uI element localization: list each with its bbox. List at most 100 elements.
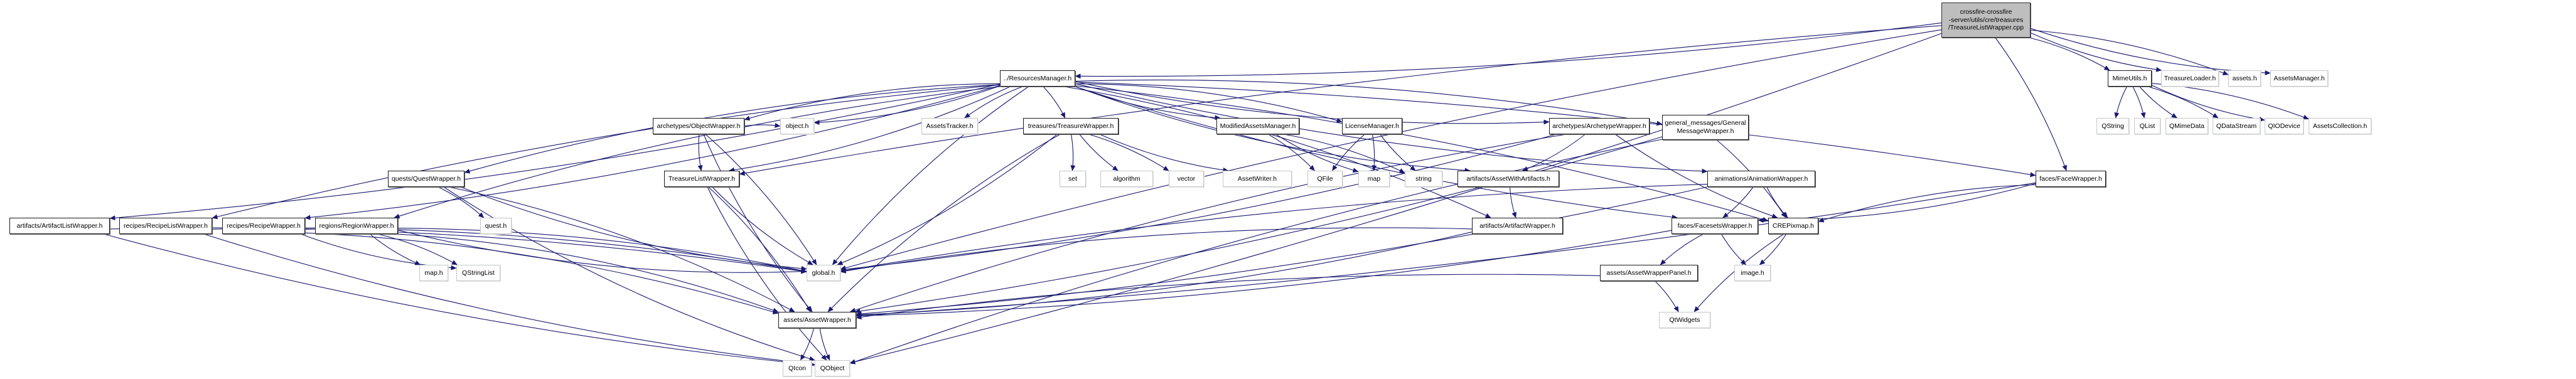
- edge-mime_utils-qlist: [2132, 86, 2146, 119]
- graph-node-recipe_list_wrapper[interactable]: recipes/RecipeListWrapper.h: [119, 218, 212, 234]
- graph-node-root: crossfire-crossfire -server/utils/cre/tre…: [1941, 3, 2031, 38]
- edge-root-global_h: [840, 29, 1942, 270]
- edge-root-mime_utils: [2029, 37, 2110, 71]
- graph-node-assets_manager: AssetsManager.h: [2270, 70, 2328, 87]
- edge-object_wrapper-treasure_list_wrapper_h: [697, 134, 703, 171]
- graph-node-qlist: QList: [2134, 118, 2160, 134]
- graph-node-label: QStringList: [462, 269, 495, 277]
- graph-node-label: QIODevice: [2268, 122, 2300, 130]
- edge-resources_manager-face_wrapper: [1075, 82, 2036, 178]
- graph-node-label: QFile: [1317, 174, 1333, 183]
- graph-node-label: AssetsCollection.h: [2312, 122, 2368, 130]
- graph-node-archetype_wrapper[interactable]: archetypes/ArchetypeWrapper.h: [1549, 118, 1650, 134]
- edge-object_wrapper-global_h: [705, 134, 817, 265]
- edge-license_manager-map: [1371, 134, 1377, 171]
- edge-general_message_wrapper-qobject: [849, 139, 1663, 365]
- edge-animation_wrapper-crepixmap: [1766, 186, 1788, 218]
- graph-node-object_wrapper[interactable]: archetypes/ObjectWrapper.h: [653, 118, 744, 134]
- graph-node-label: assets/AssetWrapper.h: [783, 316, 851, 324]
- graph-node-treasure_list_wrapper_h[interactable]: TreasureListWrapper.h: [664, 171, 739, 187]
- graph-node-label: artifacts/AssetWithArtifacts.h: [1466, 174, 1550, 183]
- graph-node-asset_wrapper_panel[interactable]: assets/AssetWrapperPanel.h: [1600, 265, 1698, 281]
- edge-treasure_wrapper-global_h: [837, 134, 1058, 265]
- graph-node-label: crossfire-crossfire: [1960, 8, 2012, 16]
- graph-node-label: -server/utils/cre/treasures: [1948, 16, 2024, 24]
- graph-node-face_wrapper[interactable]: faces/FaceWrapper.h: [2036, 171, 2106, 187]
- edge-object_wrapper-asset_wrapper: [703, 134, 813, 312]
- graph-node-recipe_wrapper[interactable]: recipes/RecipeWrapper.h: [222, 218, 305, 234]
- graph-node-mime_utils[interactable]: MimeUtils.h: [2108, 70, 2152, 87]
- graph-node-label: general_messages/General: [1665, 119, 1746, 127]
- edge-modified_assets_manager-qfile: [1268, 134, 1315, 171]
- graph-node-label: faces/FaceWrapper.h: [2039, 174, 2102, 183]
- graph-node-assets_tracker: AssetsTracker.h: [921, 118, 978, 134]
- edge-region_wrapper-map_h: [369, 233, 421, 265]
- edge-resources_manager-archetype_wrapper: [1075, 81, 1550, 125]
- graph-node-label: archetypes/ArchetypeWrapper.h: [1552, 122, 1646, 130]
- graph-node-label: AssetsManager.h: [2273, 74, 2325, 82]
- graph-node-label: assets.h: [2232, 74, 2257, 82]
- edge-treasure_wrapper-asset_writer: [1099, 134, 1229, 173]
- graph-node-label: assets/AssetWrapperPanel.h: [1606, 269, 1692, 277]
- graph-node-crepixmap[interactable]: CREPixmap.h: [1768, 218, 1818, 234]
- edge-artifact_wrapper-global_h: [840, 227, 1473, 274]
- edge-region_wrapper-global_h: [397, 230, 807, 274]
- graph-node-license_manager[interactable]: LicenseManager.h: [1342, 118, 1402, 134]
- graph-node-label: quest.h: [485, 222, 507, 230]
- edge-crepixmap-image_h: [1759, 233, 1787, 265]
- edge-recipe_list_wrapper-qobject: [203, 233, 815, 367]
- edge-recipe_wrapper-qstringlist: [301, 233, 457, 270]
- edge-recipe_wrapper-asset_wrapper: [304, 232, 779, 314]
- graph-node-label: artifacts/ArtifactWrapper.h: [1479, 222, 1555, 230]
- graph-node-label: CREPixmap.h: [1773, 222, 1814, 230]
- graph-node-label: /TreasureListWrapper.cpp: [1948, 24, 2024, 32]
- edge-asset_wrapper_panel-asset_wrapper: [856, 274, 1601, 320]
- graph-node-region_wrapper[interactable]: regions/RegionWrapper.h: [315, 218, 398, 234]
- graph-node-animation_wrapper[interactable]: animations/AnimationWrapper.h: [1707, 171, 1815, 187]
- edge-root-assets_h: [2030, 29, 2229, 75]
- graph-node-facesets_wrapper[interactable]: faces/FacesetsWrapper.h: [1672, 218, 1758, 234]
- graph-node-label: ../ResourcesManager.h: [1003, 74, 1072, 82]
- edge-treasure_list_wrapper_h-asset_wrapper: [708, 186, 811, 312]
- graph-node-label: QDataStream: [2216, 122, 2257, 130]
- edge-region_wrapper-asset_wrapper: [396, 233, 779, 313]
- edge-quest_wrapper-quest_h: [437, 186, 485, 218]
- graph-node-label: recipes/RecipeListWrapper.h: [123, 222, 208, 230]
- edge-archetype_wrapper-crepixmap: [1614, 134, 1778, 218]
- edge-object_wrapper-object_h: [744, 122, 781, 128]
- edge-region_wrapper-qstringlist: [377, 233, 458, 265]
- graph-node-map: map: [1358, 171, 1390, 187]
- graph-node-artifact_list_wrapper[interactable]: artifacts/ArtifactListWrapper.h: [9, 218, 110, 234]
- edge-resources_manager-animation_wrapper: [1075, 83, 1708, 174]
- edge-asset_wrapper_panel-qtwidgets: [1655, 280, 1679, 312]
- edge-root-resources_manager: [1075, 22, 1942, 79]
- graph-node-treasure_wrapper[interactable]: treasures/TreasureWrapper.h: [1023, 118, 1119, 134]
- edge-animation_wrapper-global_h: [840, 184, 1708, 273]
- graph-node-resources_manager[interactable]: ../ResourcesManager.h: [1000, 70, 1075, 87]
- edge-mime_utils-qstring: [2114, 86, 2127, 119]
- graph-node-general_message_wrapper[interactable]: general_messages/General MessageWrapper.h: [1662, 115, 1749, 140]
- graph-node-quest_wrapper[interactable]: quests/QuestWrapper.h: [388, 171, 464, 187]
- edge-resources_manager-artifact_list_wrapper: [109, 83, 1001, 221]
- graph-node-label: artifacts/ArtifactListWrapper.h: [16, 222, 103, 230]
- graph-node-artifact_wrapper[interactable]: artifacts/ArtifactWrapper.h: [1472, 218, 1563, 234]
- edge-resources_manager-global_h: [832, 86, 1029, 265]
- edge-animation_wrapper-asset_wrapper: [856, 186, 1708, 317]
- edge-resources_manager-object_h: [813, 85, 1001, 125]
- graph-node-asset_wrapper[interactable]: assets/AssetWrapper.h: [778, 312, 856, 328]
- edge-mime_utils-qiodevice: [2151, 85, 2265, 122]
- graph-node-assets_collection: AssetsCollection.h: [2309, 118, 2371, 134]
- graph-node-label: MimeUtils.h: [2112, 74, 2147, 82]
- edge-license_manager-string: [1380, 134, 1416, 171]
- graph-node-qstringlist: QStringList: [456, 265, 500, 281]
- graph-node-qiodevice: QIODevice: [2265, 118, 2304, 134]
- graph-node-map_h: map.h: [419, 265, 448, 281]
- graph-node-modified_assets_manager[interactable]: ModifiedAssetsManager.h: [1216, 118, 1299, 134]
- graph-node-label: image.h: [1741, 269, 1764, 277]
- edge-resources_manager-treasure_wrapper: [1043, 86, 1066, 119]
- edge-asset_wrapper-qobject: [819, 328, 830, 361]
- edge-root-qobject: [849, 33, 1942, 365]
- graph-node-asset_with_artifacts[interactable]: artifacts/AssetWithArtifacts.h: [1457, 171, 1559, 187]
- graph-node-label: object.h: [785, 122, 809, 130]
- graph-node-asset_writer: AssetWriter.h: [1223, 171, 1292, 187]
